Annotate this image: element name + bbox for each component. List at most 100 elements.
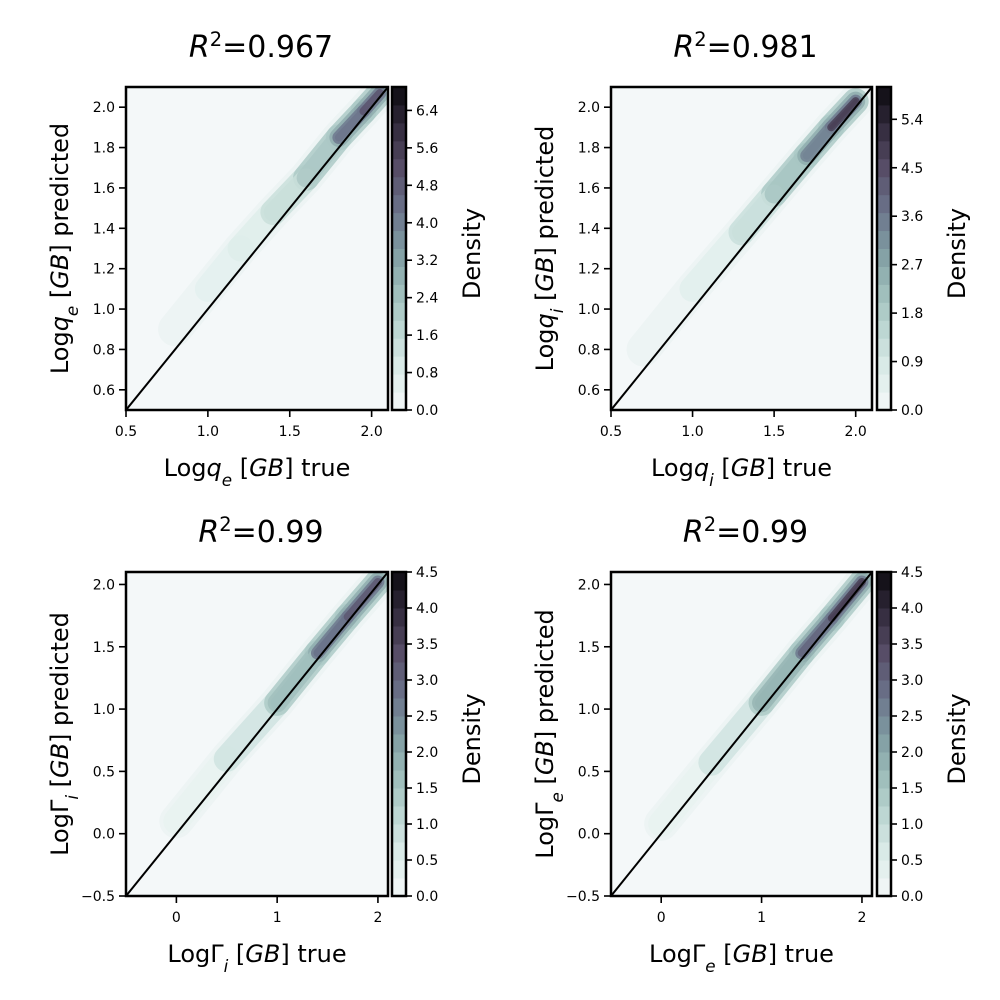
colorbar-tick-label: 1.5 (416, 781, 438, 797)
colorbar-step (392, 680, 406, 699)
colorbar-step (392, 176, 406, 196)
y-axis-label: LogΓi [GB] predicted (46, 612, 82, 856)
y-tick-label: 1.2 (578, 262, 600, 278)
colorbar-step (877, 698, 891, 717)
y-tick-label: 1.5 (93, 640, 115, 656)
colorbar-step (877, 87, 891, 106)
colorbar-step (877, 770, 891, 789)
colorbar-step (877, 104, 891, 124)
colorbar-step (877, 158, 891, 178)
colorbar-frame (875, 85, 893, 412)
colorbar-tick-label: 1.0 (901, 817, 923, 833)
colorbar-step (392, 374, 406, 393)
identity-line (611, 87, 872, 410)
colorbar-tick-label: 4.0 (416, 601, 438, 617)
density-band-3-seg-3 (755, 646, 809, 710)
colorbar-tick-label: 4.5 (901, 565, 923, 581)
density-field (159, 572, 388, 839)
y-tick-label: 2.0 (93, 577, 115, 593)
density-band-5-seg-6 (829, 99, 858, 130)
colorbar-tick-label: 0.0 (901, 889, 923, 905)
colorbar-step (392, 356, 406, 375)
x-axis-label: LogΓi [GB] true (167, 940, 346, 976)
colorbar-frame (390, 570, 408, 898)
colorbar-step (392, 122, 406, 142)
x-tick-label: 1.0 (197, 424, 219, 440)
colorbar-step (392, 194, 406, 214)
x-tick-label: 1 (273, 910, 282, 926)
plot-frame (609, 85, 874, 412)
y-tick-label: 2.0 (578, 577, 600, 593)
y-axis-label: LogΓe [GB] predicted (531, 609, 567, 858)
subplot-top-right: 0.5 1.0 1.5 2.0 0.6 0.8 1.0 1.2 1.4 1.6 1.8 2.0 R2=0… (531, 28, 971, 491)
identity-line (126, 87, 388, 410)
y-axis-label: Logqe [GB] predicted (46, 123, 82, 374)
y-tick-label: 1.8 (578, 141, 600, 157)
colorbar-step (877, 356, 891, 375)
y-tick-label: 1.8 (93, 141, 115, 157)
colorbar-tick-label: 4.5 (901, 161, 923, 177)
colorbar-tick-label: 4.5 (416, 565, 438, 581)
y-tick-label: −0.5 (566, 889, 600, 905)
colorbar-tick-label: 1.6 (416, 328, 438, 344)
x-tick-label: 2.0 (360, 424, 382, 440)
colorbar-step (392, 788, 406, 807)
colorbar-tick-label: 3.5 (416, 637, 438, 653)
y-tick-label: 1.0 (93, 302, 115, 318)
colorbar-step (392, 158, 406, 178)
colorbar-tick-label: 5.6 (416, 141, 438, 157)
x-axis-label: Logqe [GB] true (164, 454, 351, 490)
colorbar-step (392, 302, 406, 321)
density-band-4-seg-4 (797, 614, 836, 657)
colorbar-step (877, 860, 891, 879)
y-tick-label: 2.0 (93, 100, 115, 116)
colorbar-step (392, 87, 406, 106)
x-tick-label: 2 (858, 910, 867, 926)
y-tick-label: 1.0 (578, 302, 600, 318)
colorbar-tick-label: 6.4 (416, 103, 438, 119)
colorbar-step (392, 284, 406, 303)
colorbar-frame (390, 85, 408, 412)
density-band-4-seg-7 (359, 89, 384, 116)
x-tick-label: 1.5 (763, 424, 785, 440)
colorbar-tick-label: 3.2 (416, 253, 438, 269)
colorbar-step (392, 716, 406, 735)
colorbar-tick-label: 0.0 (901, 403, 923, 419)
colorbar-step (877, 878, 891, 897)
colorbar-tick-label: 3.5 (901, 637, 923, 653)
colorbar-step (392, 590, 406, 609)
colorbar-step (877, 122, 891, 142)
colorbar-tick-label: 1.8 (901, 306, 923, 322)
colorbar-step (877, 248, 891, 267)
colorbar-step (392, 878, 406, 897)
colorbar-tick-label: 4.0 (416, 216, 438, 232)
x-tick-label: 1 (757, 910, 766, 926)
colorbar-step (877, 734, 891, 753)
subplot-title: R2=0.967 (189, 28, 333, 66)
colorbar-step (392, 842, 406, 861)
plot-frame (609, 570, 874, 898)
colorbar-tick-label: 0.0 (416, 889, 438, 905)
x-axis-label: LogΓe [GB] true (649, 940, 834, 976)
y-tick-label: 0.5 (578, 764, 600, 780)
colorbar-step (392, 320, 406, 339)
colorbar-step (392, 338, 406, 357)
density-band-3-seg-3 (270, 646, 324, 710)
colorbar-step (392, 860, 406, 879)
density-field (158, 87, 388, 347)
density-band-4-seg-4 (313, 612, 352, 657)
density-band-1-seg-1 (648, 749, 725, 837)
colorbar-step (877, 824, 891, 843)
colorbar-tick-label: 0.0 (416, 403, 438, 419)
colorbar-step (877, 752, 891, 771)
colorbar-label: Density (458, 693, 486, 784)
colorbar: 0.0 0.9 1.8 2.7 3.6 4.5 5.4 Density (875, 85, 971, 419)
plot-frame (124, 85, 390, 412)
colorbar-step (877, 392, 891, 411)
colorbar-label: Density (943, 693, 971, 784)
y-tick-label: 0.5 (93, 764, 115, 780)
y-tick-label: 2.0 (578, 100, 600, 116)
colorbar-step (392, 572, 406, 591)
colorbar-step (392, 752, 406, 771)
